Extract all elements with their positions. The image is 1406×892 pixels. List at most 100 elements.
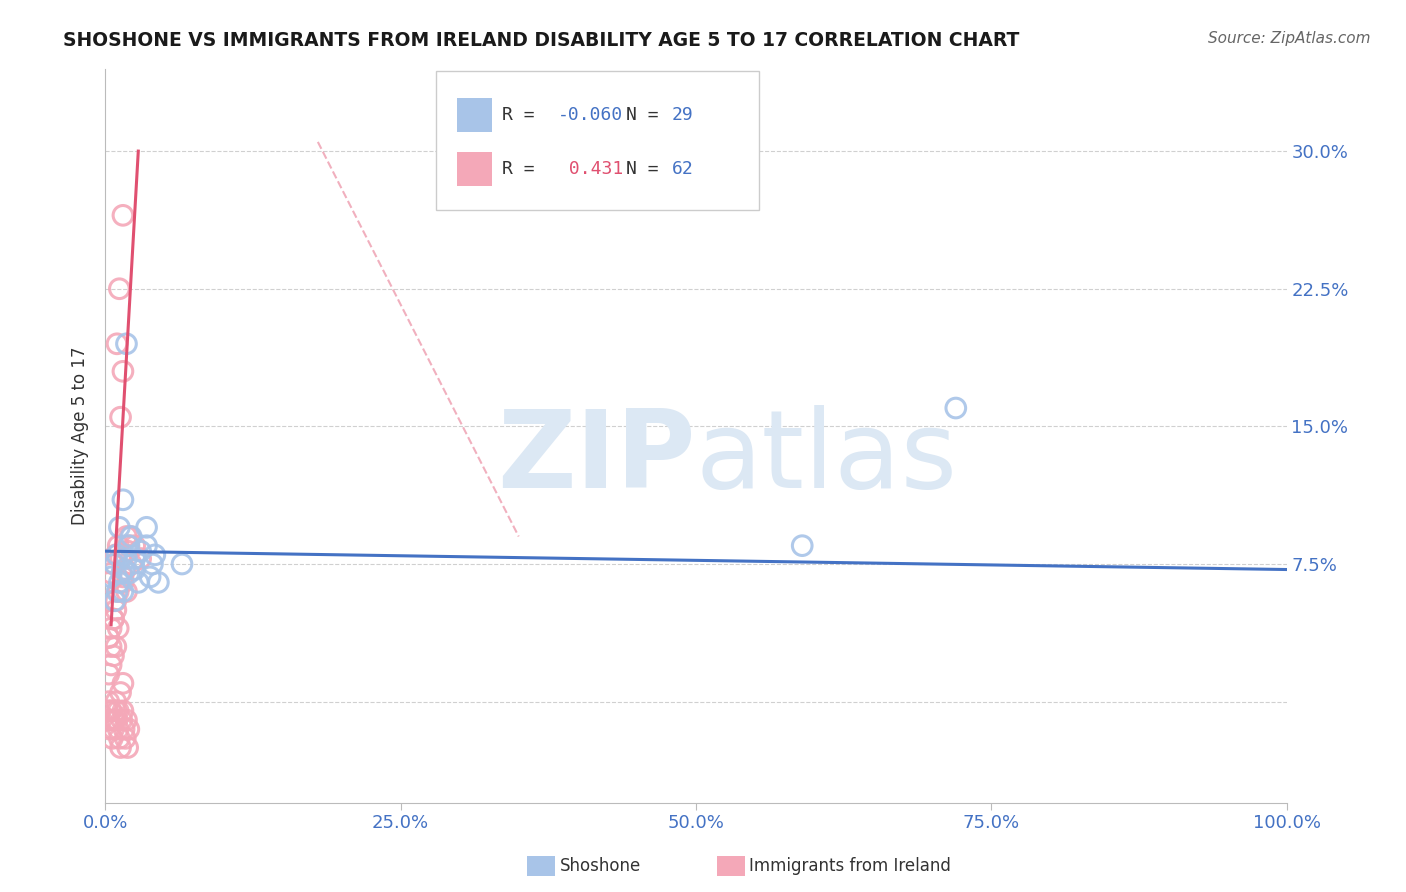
Point [124, 539, 146, 553]
Point [115, 551, 138, 566]
Point [104, 713, 127, 727]
Point [111, 575, 134, 590]
Point [127, 575, 149, 590]
Point [115, 336, 138, 351]
Point [100, 621, 122, 635]
Point [112, 562, 135, 576]
Text: Shoshone: Shoshone [560, 857, 641, 875]
Point [129, 551, 152, 566]
Point [97, 575, 120, 590]
Point [103, 713, 125, 727]
Point [103, 612, 125, 626]
Point [103, 557, 125, 571]
Point [97, 704, 120, 718]
Point [117, 544, 139, 558]
Point [141, 557, 163, 571]
Point [100, 566, 122, 581]
Text: SHOSHONE VS IMMIGRANTS FROM IRELAND DISABILITY AGE 5 TO 17 CORRELATION CHART: SHOSHONE VS IMMIGRANTS FROM IRELAND DISA… [63, 31, 1019, 50]
Point [110, 410, 132, 425]
Point [107, 539, 129, 553]
Text: 29: 29 [672, 106, 693, 124]
Point [108, 520, 131, 534]
Point [104, 704, 127, 718]
Point [118, 539, 141, 553]
Text: N =: N = [626, 160, 669, 178]
Point [124, 562, 146, 576]
Point [104, 593, 127, 607]
Text: Immigrants from Ireland: Immigrants from Ireland [749, 857, 952, 875]
Point [105, 336, 128, 351]
Point [129, 544, 152, 558]
Point [104, 593, 127, 607]
Point [118, 529, 141, 543]
Point [112, 722, 135, 736]
Point [107, 584, 129, 599]
Point [792, 539, 814, 553]
Point [105, 584, 128, 599]
Text: R =: R = [502, 106, 546, 124]
Point [98, 722, 121, 736]
Point [111, 713, 134, 727]
Point [100, 640, 122, 654]
Point [115, 529, 138, 543]
Point [108, 282, 131, 296]
Point [107, 621, 129, 635]
Point [124, 551, 146, 566]
Point [111, 364, 134, 378]
Point [104, 548, 127, 562]
Point [120, 529, 142, 543]
Point [100, 704, 122, 718]
Point [104, 557, 127, 571]
Point [135, 539, 157, 553]
Text: N =: N = [626, 106, 669, 124]
Point [143, 548, 166, 562]
Point [120, 557, 142, 571]
Text: 0.431: 0.431 [558, 160, 623, 178]
Point [110, 551, 132, 566]
Text: atlas: atlas [696, 405, 957, 510]
Point [139, 570, 162, 584]
Point [104, 603, 127, 617]
Point [100, 704, 122, 718]
Text: ZIP: ZIP [498, 405, 696, 510]
Point [111, 676, 134, 690]
Point [97, 631, 120, 645]
Point [111, 570, 134, 584]
Text: Source: ZipAtlas.com: Source: ZipAtlas.com [1208, 31, 1371, 46]
Point [108, 575, 131, 590]
Point [105, 548, 128, 562]
Y-axis label: Disability Age 5 to 17: Disability Age 5 to 17 [72, 346, 89, 524]
Point [110, 740, 132, 755]
Point [111, 584, 134, 599]
Point [115, 713, 138, 727]
Point [170, 557, 193, 571]
Point [104, 640, 127, 654]
Point [97, 695, 120, 709]
Point [97, 713, 120, 727]
Point [114, 562, 136, 576]
Point [107, 704, 129, 718]
Point [104, 695, 127, 709]
Point [111, 566, 134, 581]
Point [111, 492, 134, 507]
Point [108, 731, 131, 746]
Point [100, 570, 122, 584]
Point [103, 648, 125, 663]
Text: -0.060: -0.060 [558, 106, 623, 124]
Point [97, 667, 120, 681]
Point [117, 740, 139, 755]
Text: R =: R = [502, 160, 557, 178]
Point [135, 520, 157, 534]
Point [100, 657, 122, 672]
Point [110, 685, 132, 699]
Point [115, 584, 138, 599]
Point [101, 731, 124, 746]
Point [103, 612, 125, 626]
Point [97, 631, 120, 645]
Text: 62: 62 [672, 160, 693, 178]
Point [103, 722, 125, 736]
Point [107, 722, 129, 736]
Point [114, 731, 136, 746]
Point [945, 401, 967, 415]
Point [118, 722, 141, 736]
